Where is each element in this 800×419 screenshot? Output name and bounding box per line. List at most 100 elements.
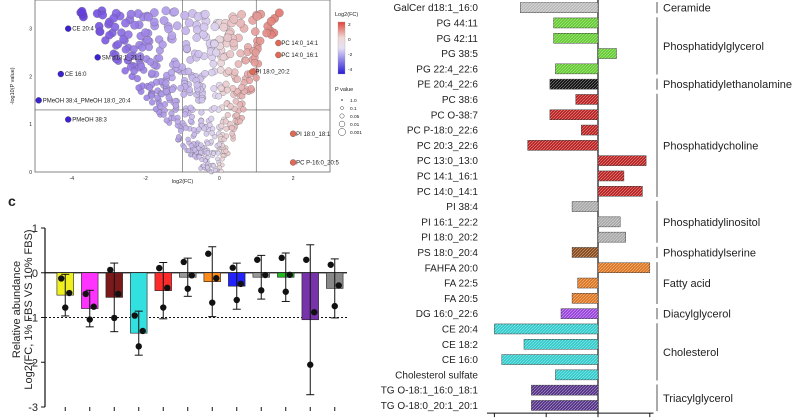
volcano-point xyxy=(219,53,228,62)
volcano-point xyxy=(121,18,130,28)
lipid-category-label: PI 18:0_20:2 xyxy=(421,233,478,244)
volcano-point xyxy=(181,26,190,35)
volcano-point xyxy=(218,123,225,129)
lipid-category-label: FA 22:5 xyxy=(444,279,478,290)
legend-size-tick: 0.1 xyxy=(350,106,357,112)
panel-c-y-tick: 0 xyxy=(32,268,38,280)
panel-c-point xyxy=(233,296,240,304)
volcano-point xyxy=(185,136,191,143)
panel-c-point xyxy=(135,343,142,350)
lipid-bar-hatch xyxy=(549,79,598,90)
volcano-point xyxy=(229,14,239,24)
volcano-point xyxy=(149,17,159,27)
volcano-point xyxy=(223,33,232,42)
volcano-point xyxy=(233,75,241,83)
lipid-category-label: TG O-18:1_16:0_18:1 xyxy=(381,386,479,397)
volcano-point xyxy=(146,84,153,91)
volcano-x-tick: -4 xyxy=(70,176,75,182)
panel-c-point xyxy=(139,327,146,335)
volcano-point xyxy=(133,75,141,83)
volcano-point xyxy=(237,10,246,19)
volcano-point xyxy=(223,125,230,132)
panel-c-point xyxy=(303,256,310,263)
volcano-point xyxy=(177,84,185,92)
panel-c-point xyxy=(62,304,69,311)
lipid-category-label: FA 20:5 xyxy=(444,294,478,305)
volcano-point xyxy=(195,126,202,133)
volcano-point xyxy=(95,27,105,36)
panel-c-point xyxy=(180,258,187,266)
panel-c-point xyxy=(111,314,118,322)
volcano-y-tick: 0 xyxy=(29,170,32,176)
legend-size-marker xyxy=(338,120,346,128)
volcano-point xyxy=(219,168,224,174)
volcano-point xyxy=(121,45,130,54)
volcano-point xyxy=(169,86,176,93)
panel-c-y-label-2: Log2(FC, 1% FBS VS 10% FBS) xyxy=(23,229,35,389)
lipid-category-label: TG O-18:0_20:1_20:1 xyxy=(381,401,479,412)
volcano-point xyxy=(198,142,204,148)
volcano-point xyxy=(198,166,203,171)
panel-c-point xyxy=(254,256,261,263)
volcano-point xyxy=(250,59,259,67)
volcano-point xyxy=(215,150,221,156)
lipid-category-label: PG 38:5 xyxy=(441,49,478,60)
volcano-point xyxy=(143,35,152,45)
lipid-group-label: Phosphatidylserine xyxy=(663,247,756,259)
panel-c-point xyxy=(209,299,216,306)
volcano-point xyxy=(216,141,222,147)
volcano-point xyxy=(177,128,184,134)
volcano-point xyxy=(184,67,193,75)
volcano-point xyxy=(229,130,235,137)
volcano-point xyxy=(223,133,230,139)
volcano-point xyxy=(162,79,170,87)
legend-size-title: P value xyxy=(335,87,353,93)
volcano-point xyxy=(149,99,156,106)
volcano-point xyxy=(208,115,215,122)
lipid-bar-hatch xyxy=(598,232,626,243)
lipid-bar-hatch xyxy=(572,201,598,212)
volcano-point xyxy=(262,28,271,38)
volcano-point xyxy=(233,112,240,119)
lipid-category-label: DG 16:0_22:6 xyxy=(416,309,479,320)
lipid-bar-hatch xyxy=(575,94,598,105)
volcano-point-label: PMeOH 38:3 xyxy=(72,117,107,123)
lipid-bar-hatch xyxy=(555,63,598,74)
volcano-point xyxy=(135,84,143,92)
volcano-point xyxy=(206,122,213,128)
panel-c-bar-chart: c 1 0 -1 -2 -3 Relative abundance Log2(FC, 1% F… xyxy=(8,193,347,414)
panel-c-y-label: Relative abundance xyxy=(11,261,23,358)
volcano-point xyxy=(201,70,209,78)
panel-c-point xyxy=(156,264,163,272)
volcano-point xyxy=(159,16,169,25)
volcano-point xyxy=(109,13,119,23)
volcano-point xyxy=(162,88,170,95)
volcano-point xyxy=(210,39,219,48)
panel-c-point xyxy=(327,261,334,268)
lipid-group-label: Fatty acid xyxy=(663,278,711,290)
volcano-point xyxy=(101,36,110,45)
lipid-group-label: Phosphatidycholine xyxy=(663,140,758,152)
lipid-group-label: Phosphatidylinositol xyxy=(663,217,760,229)
legend-size-tick: 0.001 xyxy=(350,130,362,136)
volcano-point xyxy=(198,96,206,104)
volcano-point xyxy=(252,11,262,21)
volcano-point xyxy=(178,63,186,71)
panel-c-point xyxy=(237,280,244,288)
volcano-point xyxy=(182,44,191,53)
lipid-category-label: FAHFA 20:0 xyxy=(425,263,479,274)
volcano-point-label: PI 18:0_20:2 xyxy=(256,70,291,76)
volcano-labelled-point xyxy=(289,130,297,137)
volcano-x-tick: 0 xyxy=(218,176,221,182)
volcano-point-label: SM d18:1_21:1 xyxy=(102,55,143,61)
volcano-point xyxy=(77,6,87,16)
lipid-category-label: PC 13:0_13:0 xyxy=(417,156,479,167)
volcano-point xyxy=(182,111,189,118)
volcano-point xyxy=(155,54,164,62)
legend-size-tick: 0.01 xyxy=(350,122,360,128)
volcano-point xyxy=(172,102,179,109)
volcano-y-tick: 3 xyxy=(29,27,32,33)
volcano-point xyxy=(213,167,218,173)
volcano-point xyxy=(170,7,179,17)
